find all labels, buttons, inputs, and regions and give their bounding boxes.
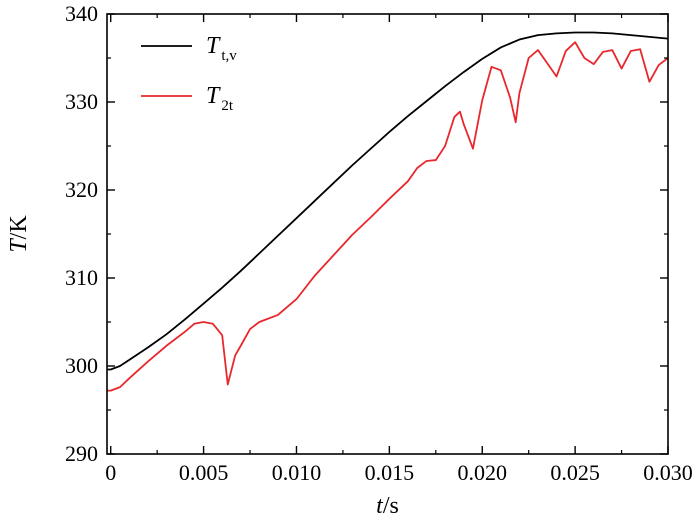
legend-symbol: T (206, 83, 221, 109)
series-line-t-2t (107, 41, 668, 392)
x-tick-label: 0.020 (457, 460, 507, 485)
y-tick-label: 290 (65, 441, 98, 466)
x-tick-label: 0.025 (550, 460, 600, 485)
x-axis-label: t/s (376, 493, 399, 519)
legend-label-t-2t: T 2t (206, 83, 234, 114)
x-tick-label: 0.005 (179, 460, 229, 485)
y-tick-label: 340 (65, 1, 98, 26)
x-axis-unit: /s (383, 493, 399, 519)
x-axis-variable: t (376, 493, 384, 519)
x-tick-label: 0 (105, 460, 116, 485)
plot-frame (106, 13, 669, 455)
y-axis-unit: /K (6, 215, 32, 240)
x-tick-label: 0.030 (643, 460, 693, 485)
y-axis-label: T/K (6, 215, 32, 253)
x-tick-label: 0.015 (365, 460, 415, 485)
legend-subscript: 2t (221, 98, 234, 114)
legend-subscript: t,v (221, 48, 237, 64)
legend-symbol: T (206, 33, 221, 59)
y-axis-variable: T (6, 238, 32, 253)
y-tick-label: 300 (65, 353, 98, 378)
series-line-t-tv (107, 31, 668, 371)
x-tick-label: 0.010 (272, 460, 322, 485)
y-tick-label: 310 (65, 265, 98, 290)
y-tick-label: 320 (65, 177, 98, 202)
y-tick-label: 330 (65, 89, 98, 114)
